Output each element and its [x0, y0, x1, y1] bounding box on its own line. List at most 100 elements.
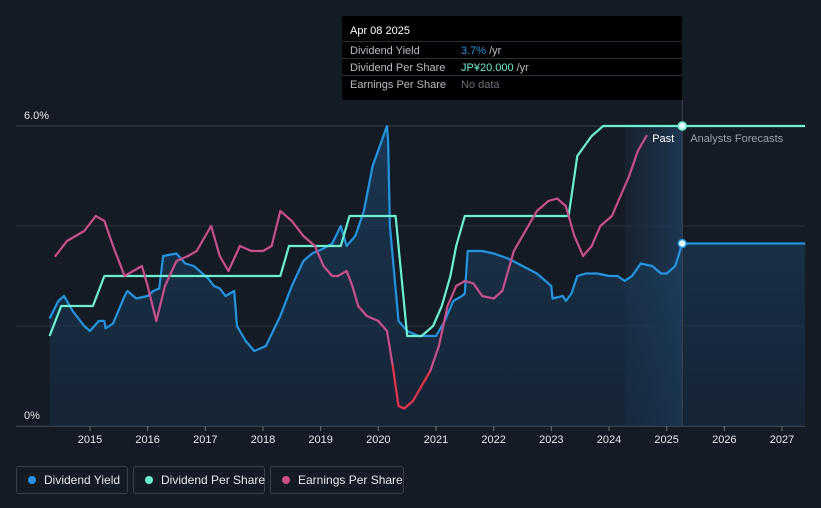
- series-segment-earnings-per-share: [336, 269, 348, 278]
- series-area-dividend-yield: [49, 126, 806, 426]
- series-segment-earnings-per-share: [261, 244, 273, 253]
- series-segment-earnings-per-share: [581, 244, 593, 258]
- series-segment-earnings-per-share: [74, 229, 86, 238]
- series-segment-earnings-per-share: [270, 209, 282, 248]
- series-segment-earnings-per-share: [420, 369, 432, 388]
- legend-dot-icon: [145, 476, 153, 484]
- series-segment-earnings-per-share: [146, 284, 158, 323]
- tooltip-label: Earnings Per Share: [350, 79, 446, 91]
- x-tick-label: 2015: [78, 434, 102, 446]
- hover-tooltip: Apr 08 2025 Dividend Yield 3.7%/yr Divid…: [342, 16, 682, 100]
- x-tick-label: 2018: [251, 434, 275, 446]
- x-tick-label: 2017: [193, 434, 217, 446]
- series-segment-earnings-per-share: [83, 214, 97, 233]
- x-tick-label: 2019: [308, 434, 332, 446]
- series-segment-earnings-per-share: [132, 264, 143, 273]
- legend-dividend-yield[interactable]: Dividend Yield: [16, 466, 128, 494]
- series-segment-earnings-per-share: [437, 304, 449, 348]
- past-label: Past: [652, 133, 674, 145]
- tooltip-row-earnings-per-share: Earnings Per Share No data: [342, 75, 682, 93]
- series-marker: [677, 121, 687, 131]
- series-segment-earnings-per-share: [186, 249, 198, 258]
- x-tick-label: 2022: [481, 434, 505, 446]
- series-segment-earnings-per-share: [610, 194, 622, 218]
- tooltip-value: No data: [461, 79, 500, 91]
- series-segment-earnings-per-share: [218, 254, 230, 273]
- series-segment-earnings-per-share: [123, 269, 135, 278]
- series-segment-earnings-per-share: [599, 214, 613, 228]
- series-segment-earnings-per-share: [512, 229, 527, 253]
- series-segment-earnings-per-share: [210, 224, 221, 258]
- chart-plot-area: Past Analysts Forecasts: [48, 100, 806, 426]
- tooltip-row-dividend-per-share: Dividend Per Share JP¥20.000/yr: [342, 58, 682, 76]
- series-segment-earnings-per-share: [65, 234, 77, 243]
- x-tick-label: 2016: [135, 434, 159, 446]
- tooltip-value: 3.7%/yr: [461, 45, 501, 57]
- series-segment-earnings-per-share: [429, 344, 440, 373]
- series-segment-earnings-per-share: [351, 284, 360, 308]
- series-segment-earnings-per-share: [238, 244, 253, 253]
- series-segment-earnings-per-share: [619, 174, 631, 198]
- series-segment-earnings-per-share: [555, 197, 567, 208]
- series-segment-earnings-per-share: [302, 234, 316, 248]
- tooltip-unit: /yr: [516, 62, 529, 74]
- series-segment-earnings-per-share: [279, 209, 293, 223]
- x-tick-label: 2025: [654, 434, 678, 446]
- series-segment-earnings-per-share: [535, 199, 550, 213]
- series-segment-earnings-per-share: [385, 329, 394, 368]
- legend-dot-icon: [28, 476, 36, 484]
- series-segment-earnings-per-share: [54, 239, 69, 258]
- x-tick-label: 2024: [597, 434, 621, 446]
- series-segment-earnings-per-share: [290, 219, 305, 238]
- series-segment-earnings-per-share: [365, 314, 380, 323]
- legend-earnings-per-share[interactable]: Earnings Per Share: [270, 466, 404, 494]
- series-segment-earnings-per-share: [446, 284, 458, 308]
- chart-axes: 6.0% 0% 2015 2016 2017 2018 2019 2020 2021 2022 20…: [16, 110, 805, 446]
- tooltip-row-dividend-yield: Dividend Yield 3.7%/yr: [342, 41, 682, 59]
- series-segment-earnings-per-share: [501, 249, 515, 293]
- tooltip-value-text: No data: [461, 79, 500, 91]
- legend-dividend-per-share[interactable]: Dividend Per Share: [133, 466, 265, 494]
- series-segment-earnings-per-share: [155, 284, 167, 323]
- series-segment-earnings-per-share: [198, 224, 213, 248]
- y-tick-label: 6.0%: [24, 110, 49, 122]
- series-segment-earnings-per-share: [590, 224, 602, 248]
- series-segment-earnings-per-share: [103, 219, 115, 248]
- series-segment-earnings-per-share: [111, 244, 126, 278]
- legend-label: Dividend Yield: [44, 473, 121, 487]
- series-segment-earnings-per-share: [636, 134, 648, 153]
- series-segment-earnings-per-share: [163, 259, 178, 288]
- series-segment-earnings-per-share: [345, 269, 354, 288]
- tooltip-label: Dividend Yield: [350, 45, 420, 57]
- series-segment-earnings-per-share: [524, 209, 539, 233]
- series-segment-earnings-per-share: [94, 214, 106, 223]
- series-segment-earnings-per-share: [573, 234, 585, 258]
- x-tick-label: 2026: [712, 434, 736, 446]
- series-segment-earnings-per-share: [357, 304, 368, 318]
- tooltip-label: Dividend Per Share: [350, 62, 446, 74]
- series-segment-earnings-per-share: [313, 244, 325, 268]
- series-segment-earnings-per-share: [377, 319, 389, 333]
- legend-dot-icon: [282, 476, 290, 484]
- x-tick-label: 2027: [770, 434, 794, 446]
- y-tick-label: 0%: [24, 410, 40, 422]
- series-segment-earnings-per-share: [140, 264, 149, 288]
- series-segment-earnings-per-share: [481, 294, 495, 300]
- tooltip-value-text: JP¥20.000: [461, 62, 514, 74]
- series-segment-earnings-per-share: [463, 279, 475, 285]
- series-segment-earnings-per-share: [492, 289, 504, 300]
- series-marker: [677, 238, 687, 249]
- series-segment-earnings-per-share: [564, 204, 576, 238]
- tooltip-unit: /yr: [489, 45, 502, 57]
- legend-label: Earnings Per Share: [298, 473, 403, 487]
- series-segment-earnings-per-share: [455, 279, 466, 288]
- tooltip-value-text: 3.7%: [461, 45, 487, 57]
- series-segment-earnings-per-share: [411, 384, 423, 403]
- x-tick-label: 2021: [424, 434, 448, 446]
- forecast-label: Analysts Forecasts: [690, 133, 783, 145]
- series-segment-earnings-per-share: [403, 399, 415, 410]
- tooltip-date: Apr 08 2025: [350, 25, 410, 37]
- series-segment-earnings-per-share: [175, 254, 190, 263]
- series-segment-earnings-per-share: [547, 197, 559, 203]
